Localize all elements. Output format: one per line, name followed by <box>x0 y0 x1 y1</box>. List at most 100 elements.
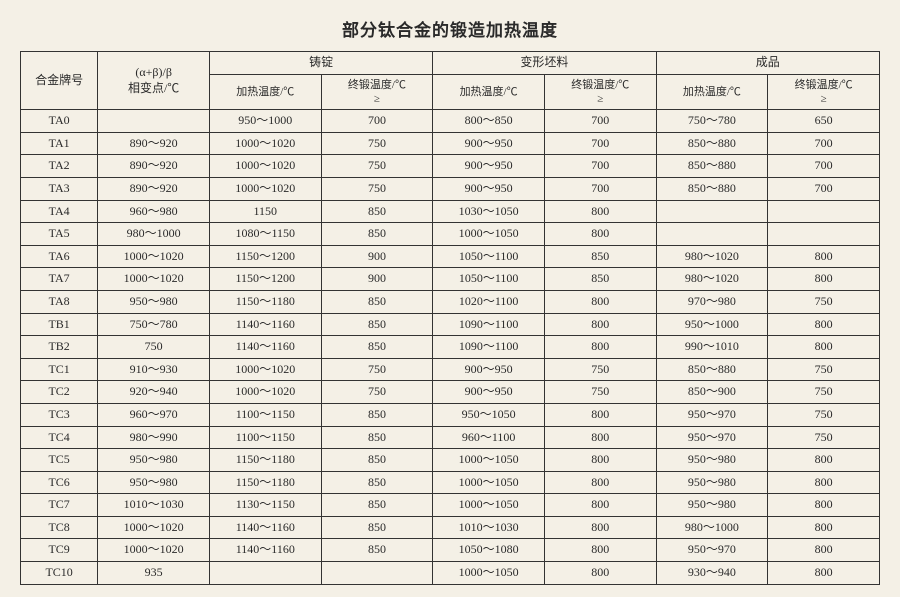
table-row: TB27501140～11608501090～1100800990～101080… <box>21 336 880 359</box>
cell-alloy: TA3 <box>21 177 98 200</box>
cell-phase: 890～920 <box>98 155 210 178</box>
cell-h3: 850～880 <box>656 177 768 200</box>
cell-f1: 850 <box>321 426 433 449</box>
cell-f3: 800 <box>768 494 880 517</box>
cell-f3 <box>768 223 880 246</box>
cell-h2: 1050～1100 <box>433 245 545 268</box>
cell-h3: 980～1020 <box>656 245 768 268</box>
cell-alloy: TC10 <box>21 562 98 585</box>
cell-h1: 1130～1150 <box>209 494 321 517</box>
table-row: TC71010～10301130～11508501000～1050800950～… <box>21 494 880 517</box>
cell-f3: 750 <box>768 381 880 404</box>
cell-alloy: TA0 <box>21 110 98 133</box>
table-row: TC4980～9901100～1150850960～1100800950～970… <box>21 426 880 449</box>
cell-alloy: TB1 <box>21 313 98 336</box>
cell-alloy: TA4 <box>21 200 98 223</box>
cell-h1: 1150～1200 <box>209 268 321 291</box>
cell-phase: 960～970 <box>98 403 210 426</box>
cell-f1: 750 <box>321 132 433 155</box>
table-row: TA4960～98011508501030～1050800 <box>21 200 880 223</box>
cell-alloy: TC6 <box>21 471 98 494</box>
th-final-3: 终锻温度/℃ ≥ <box>768 74 880 110</box>
table-row: TC109351000～1050800930～940800 <box>21 562 880 585</box>
cell-h2: 900～950 <box>433 358 545 381</box>
cell-f2: 800 <box>544 313 656 336</box>
cell-f1 <box>321 562 433 585</box>
cell-h2: 1000～1050 <box>433 494 545 517</box>
cell-f2: 800 <box>544 471 656 494</box>
cell-f2: 700 <box>544 155 656 178</box>
cell-h1: 1000～1020 <box>209 155 321 178</box>
cell-phase <box>98 110 210 133</box>
cell-phase: 1000～1020 <box>98 245 210 268</box>
cell-alloy: TA5 <box>21 223 98 246</box>
table-row: TA5980～10001080～11508501000～1050800 <box>21 223 880 246</box>
cell-h1: 1000～1020 <box>209 381 321 404</box>
cell-f2: 800 <box>544 403 656 426</box>
cell-phase: 1000～1020 <box>98 268 210 291</box>
cell-phase: 1000～1020 <box>98 539 210 562</box>
cell-h3: 950～1000 <box>656 313 768 336</box>
cell-alloy: TC2 <box>21 381 98 404</box>
cell-phase: 1000～1020 <box>98 516 210 539</box>
table-row: TC5950～9801150～11808501000～1050800950～98… <box>21 449 880 472</box>
cell-f3: 800 <box>768 313 880 336</box>
cell-f2: 700 <box>544 110 656 133</box>
cell-f2: 800 <box>544 516 656 539</box>
cell-alloy: TB2 <box>21 336 98 359</box>
cell-f2: 800 <box>544 290 656 313</box>
th-group-product: 成品 <box>656 52 879 75</box>
cell-h3: 930～940 <box>656 562 768 585</box>
cell-f2: 800 <box>544 562 656 585</box>
cell-h2: 1000～1050 <box>433 562 545 585</box>
cell-phase: 950～980 <box>98 290 210 313</box>
cell-phase: 960～980 <box>98 200 210 223</box>
cell-h2: 1030～1050 <box>433 200 545 223</box>
cell-f3: 800 <box>768 245 880 268</box>
cell-f3: 800 <box>768 268 880 291</box>
cell-f3: 700 <box>768 132 880 155</box>
th-heat-3: 加热温度/℃ <box>656 74 768 110</box>
cell-f1: 850 <box>321 494 433 517</box>
cell-f3: 800 <box>768 449 880 472</box>
cell-f1: 850 <box>321 313 433 336</box>
cell-f2: 800 <box>544 494 656 517</box>
cell-f3: 800 <box>768 562 880 585</box>
cell-f2: 800 <box>544 449 656 472</box>
cell-f1: 750 <box>321 177 433 200</box>
cell-h3: 950～980 <box>656 449 768 472</box>
cell-f1: 900 <box>321 245 433 268</box>
cell-h1: 1150～1180 <box>209 290 321 313</box>
cell-h2: 950～1050 <box>433 403 545 426</box>
table-row: TA2890～9201000～1020750900～950700850～8807… <box>21 155 880 178</box>
cell-h3: 980～1000 <box>656 516 768 539</box>
cell-h2: 1020～1100 <box>433 290 545 313</box>
table-row: TA0950～1000700800～850700750～780650 <box>21 110 880 133</box>
cell-phase: 920～940 <box>98 381 210 404</box>
cell-h2: 1090～1100 <box>433 336 545 359</box>
cell-f2: 800 <box>544 200 656 223</box>
cell-f3 <box>768 200 880 223</box>
cell-phase: 750 <box>98 336 210 359</box>
cell-f3: 750 <box>768 290 880 313</box>
cell-h2: 960～1100 <box>433 426 545 449</box>
cell-h2: 1000～1050 <box>433 223 545 246</box>
table-row: TC6950～9801150～11808501000～1050800950～98… <box>21 471 880 494</box>
th-heat-2: 加热温度/℃ <box>433 74 545 110</box>
cell-alloy: TA7 <box>21 268 98 291</box>
table-title: 部分钛合金的锻造加热温度 <box>20 16 880 41</box>
table-row: TC2920～9401000～1020750900～950750850～9007… <box>21 381 880 404</box>
cell-h1: 1000～1020 <box>209 358 321 381</box>
cell-f3: 800 <box>768 539 880 562</box>
cell-h3 <box>656 200 768 223</box>
cell-h1: 1150～1180 <box>209 449 321 472</box>
cell-f1: 900 <box>321 268 433 291</box>
cell-h2: 900～950 <box>433 155 545 178</box>
cell-h3: 950～980 <box>656 494 768 517</box>
cell-f3: 750 <box>768 403 880 426</box>
cell-h1: 1100～1150 <box>209 426 321 449</box>
cell-f2: 800 <box>544 336 656 359</box>
cell-h1: 1000～1020 <box>209 177 321 200</box>
table-row: TA61000～10201150～12009001050～1100850980～… <box>21 245 880 268</box>
cell-phase: 950～980 <box>98 449 210 472</box>
